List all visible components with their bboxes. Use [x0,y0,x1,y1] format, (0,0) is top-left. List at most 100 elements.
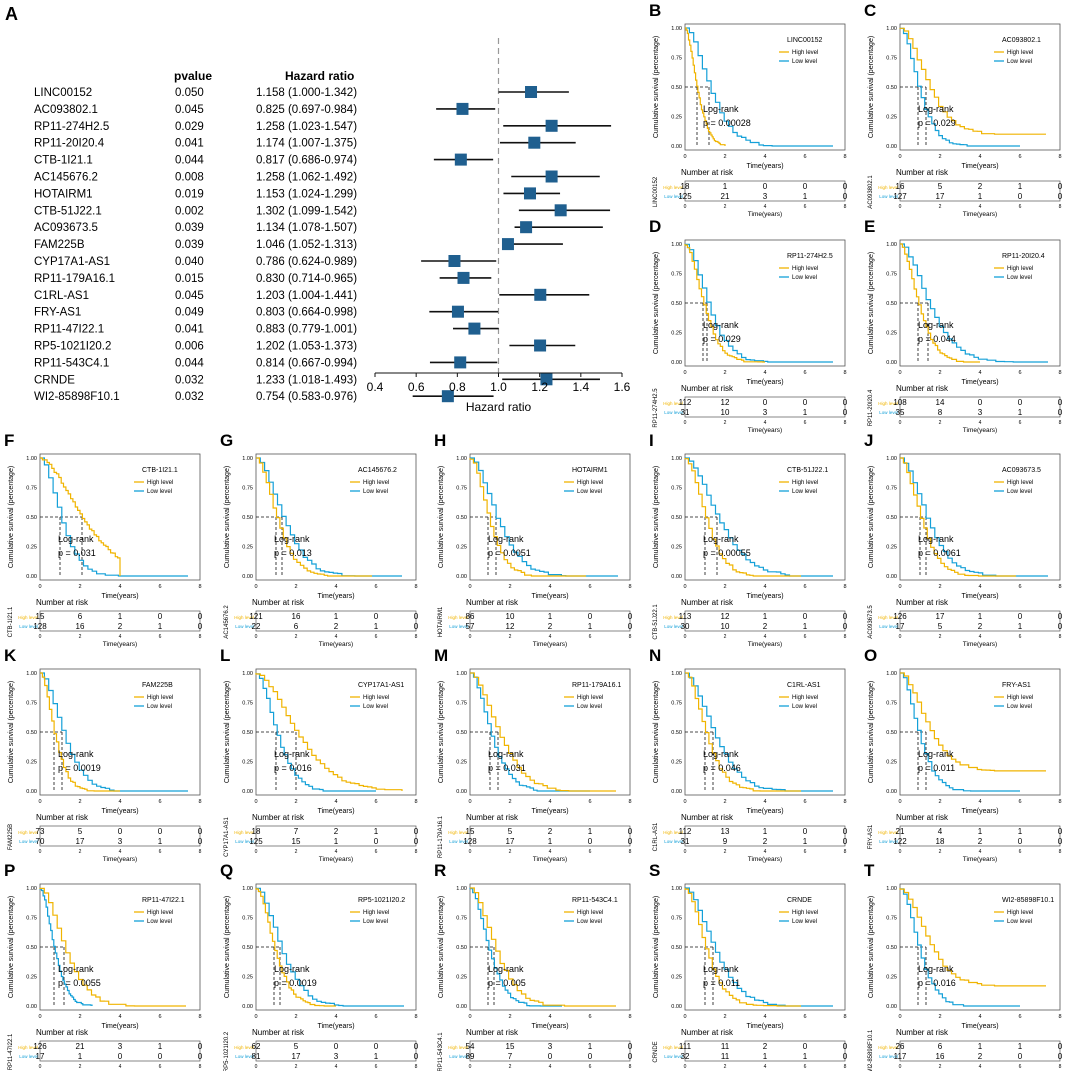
legend-high-label: High level [577,910,603,916]
legend-high-label: High level [1007,480,1033,486]
x-axis-label: Time(years) [961,1023,998,1030]
risk-low-count: 0 [414,622,419,631]
pvalue-label: p = 0.031 [488,763,526,773]
low-level-curve [255,673,376,792]
risk-low-count: 0 [1018,837,1023,846]
risk-low-count: 6 [294,622,299,631]
legend-title: HOTAIRM1 [572,467,608,474]
x-tick-label: 4 [763,370,766,376]
y-axis-label: Cumulative survival (percentage) [653,36,660,138]
risk-high-count: 21 [76,1042,85,1051]
logrank-label: Log-rank [58,534,94,544]
y-tick-label: 0.75 [456,701,467,707]
risk-x-tick-label: 4 [335,634,338,640]
risk-low-count: 1 [803,837,808,846]
gene-label: WI2-85898F10.1 [34,391,120,403]
pvalue-label: p = 0.0019 [58,763,101,773]
x-tick-label: 4 [763,154,766,160]
panel-letter: B [649,1,661,20]
risk-low-count: 1 [803,192,808,201]
x-tick-label: 6 [803,584,806,590]
x-tick-label: 0 [898,584,901,590]
x-tick-label: 2 [723,799,726,805]
low-level-curve [40,672,188,792]
y-tick-label: 0.25 [886,760,897,766]
gene-label: FRY-AS1 [34,307,81,319]
risk-table-title: Number at risk [252,1028,305,1037]
x-tick-label: 0 [38,1014,41,1020]
x-axis-label: Time(years) [531,808,568,815]
y-tick-label: 0.25 [242,975,253,981]
risk-low-count: 1 [158,837,163,846]
hazard-ratio-cell: 0.883 (0.779-1.001) [256,324,357,336]
risk-x-axis-label: Time(years) [533,641,567,648]
legend-title: AC093802.1 [1002,37,1041,44]
risk-table-frame [899,1040,1061,1062]
y-tick-label: 1.00 [671,26,682,32]
pvalue-label: p = 0.044 [918,334,956,344]
risk-x-axis-label: Time(years) [319,641,353,648]
y-axis-label: Cumulative survival (percentage) [653,252,660,354]
risk-high-count: 18 [252,827,261,836]
hazard-ratio-cell: 1.258 (1.023-1.547) [256,121,357,133]
hazard-ratio-cell: 1.233 (1.018-1.493) [256,374,357,386]
risk-gene-label: CYP17A1-AS1 [224,817,230,857]
risk-high-count: 1 [763,827,768,836]
x-tick-label: 1.0 [490,380,507,394]
y-tick-label: 0.00 [456,789,467,795]
risk-x-tick-label: 2 [79,849,82,855]
risk-low-label: Low level [449,624,468,629]
risk-high-label: High level [663,615,683,620]
hazard-ratio-cell: 0.814 (0.667-0.994) [256,357,357,369]
panel-letter: H [434,431,446,450]
risk-x-tick-label: 6 [589,1064,592,1070]
y-axis-label: Cumulative survival (percentage) [438,896,445,998]
risk-low-count: 0 [198,837,203,846]
y-tick-label: 1.00 [886,242,897,248]
panel-letter: G [220,431,233,450]
legend-title: RP11-543C4.1 [572,897,618,904]
hr-marker [448,255,461,267]
risk-x-tick-label: 4 [979,1064,982,1070]
x-tick-label: 8 [1058,1014,1061,1020]
legend-high-label: High level [1007,266,1033,272]
y-tick-label: 0.00 [886,789,897,795]
hazard-ratio-header: Hazard ratio [285,69,354,83]
risk-high-label: High level [663,185,683,190]
hr-marker [528,136,541,149]
risk-low-count: 0 [414,1052,419,1061]
x-tick-label: 8 [414,584,417,590]
km-panel-b: B Cumulative survival (percentage) 0.00 0.2… [649,1,848,218]
risk-high-count: 0 [843,1042,848,1051]
risk-gene-label: RP11-179A16.1 [438,815,444,858]
risk-high-count: 0 [1058,1042,1063,1051]
risk-low-count: 0 [588,1052,593,1061]
risk-x-tick-label: 2 [295,849,298,855]
low-level-curve [899,888,1020,1007]
risk-high-count: 0 [1018,612,1023,621]
x-tick-label: 0.8 [449,380,466,394]
high-level-curve [684,244,765,363]
hazard-ratio-cell: 1.302 (1.099-1.542) [256,205,357,217]
y-tick-label: 0.00 [26,574,37,580]
hazard-ratio-cell: 0.817 (0.686-0.974) [256,155,357,167]
x-tick-label: 8 [198,584,201,590]
risk-low-count: 0 [628,622,633,631]
y-tick-label: 0.25 [242,760,253,766]
risk-gene-label: WI2-85898F10.1 [868,1029,874,1071]
risk-x-tick-label: 6 [375,634,378,640]
hazard-ratio-cell: 1.158 (1.000-1.342) [256,87,357,99]
legend-title: FAM225B [142,682,173,689]
risk-table-frame [899,610,1061,632]
y-axis-label: Cumulative survival (percentage) [868,466,875,568]
risk-low-count: 16 [76,622,85,631]
y-tick-label: 0.50 [26,730,37,736]
risk-high-count: 0 [628,827,633,836]
risk-x-axis-label: Time(years) [533,856,567,863]
x-tick-label: 2 [294,799,297,805]
risk-low-label: Low level [664,1054,683,1059]
x-axis-label: Time(years) [746,163,783,170]
y-tick-label: 0.00 [671,360,682,366]
legend-low-label: Low level [1007,275,1032,281]
